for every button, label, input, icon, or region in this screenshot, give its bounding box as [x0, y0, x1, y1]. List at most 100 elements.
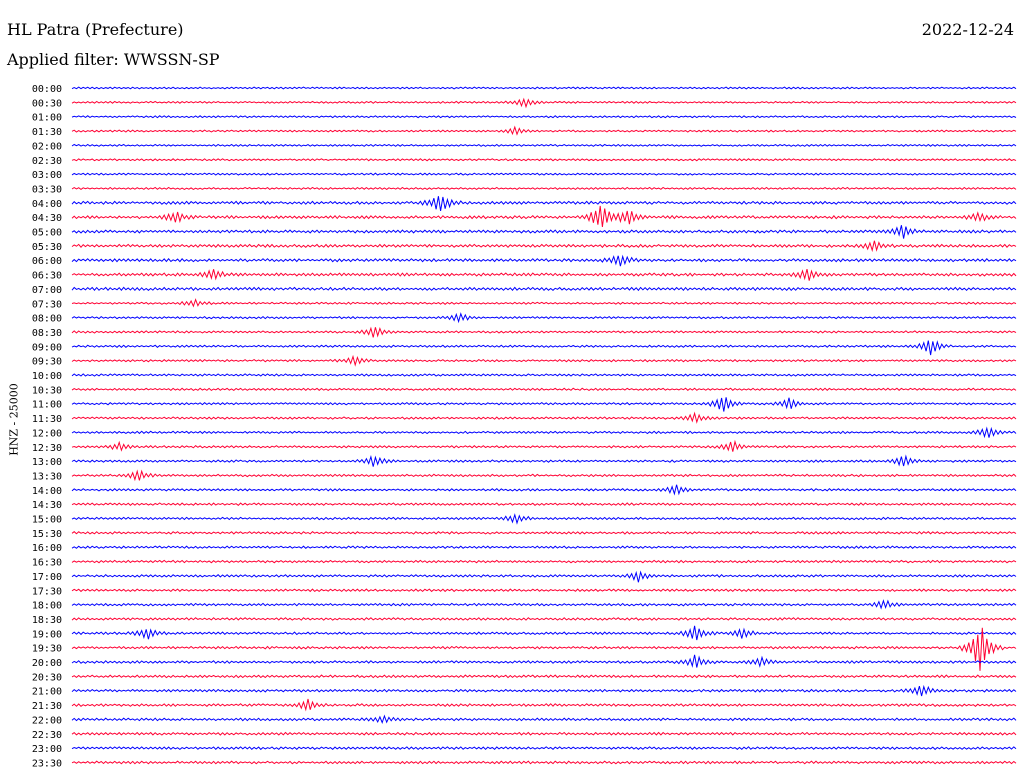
time-label-1300: 13:00 — [32, 457, 62, 468]
trace-0700 — [71, 286, 1017, 292]
trace-2300 — [71, 746, 1017, 751]
time-label-0000: 00:00 — [32, 84, 62, 95]
time-label-2300: 23:00 — [32, 744, 62, 755]
time-label-1500: 15:00 — [32, 515, 62, 526]
time-label-0900: 09:00 — [32, 342, 62, 353]
trace-1800 — [71, 599, 1017, 610]
trace-1930 — [71, 627, 1017, 671]
trace-1430 — [71, 502, 1017, 506]
station-title: HL Patra (Prefecture) — [7, 20, 184, 39]
time-label-0700: 07:00 — [32, 285, 62, 296]
time-label-1230: 12:30 — [32, 443, 62, 454]
trace-2000 — [71, 654, 1017, 668]
trace-1100 — [71, 397, 1017, 412]
trace-0600 — [71, 254, 1017, 267]
time-label-1030: 10:30 — [32, 385, 62, 396]
time-label-1130: 11:30 — [32, 414, 62, 425]
time-label-2130: 21:30 — [32, 701, 62, 712]
date-label: 2022-12-24 — [921, 20, 1014, 39]
time-label-1330: 13:30 — [32, 471, 62, 482]
trace-1300 — [71, 454, 1017, 467]
time-label-0030: 00:30 — [32, 98, 62, 109]
time-label-0830: 08:30 — [32, 328, 62, 339]
trace-1130 — [71, 411, 1017, 424]
time-label-2200: 22:00 — [32, 715, 62, 726]
time-label-0130: 01:30 — [32, 127, 62, 138]
trace-2130 — [71, 698, 1017, 712]
time-label-0530: 05:30 — [32, 242, 62, 253]
time-label-0930: 09:30 — [32, 357, 62, 368]
trace-0330 — [71, 186, 1017, 191]
trace-0100 — [71, 115, 1017, 119]
trace-0000 — [71, 86, 1017, 90]
traces — [71, 86, 1017, 765]
time-label-1630: 16:30 — [32, 558, 62, 569]
time-label-1530: 15:30 — [32, 529, 62, 540]
trace-2030 — [71, 674, 1017, 679]
time-label-0100: 01:00 — [32, 113, 62, 124]
trace-0930 — [71, 354, 1017, 367]
time-label-2000: 20:00 — [32, 658, 62, 669]
time-label-0730: 07:30 — [32, 299, 62, 310]
trace-1230 — [71, 439, 1017, 452]
time-label-0300: 03:00 — [32, 170, 62, 181]
time-label-0430: 04:30 — [32, 213, 62, 224]
trace-1400 — [71, 484, 1017, 496]
time-label-2030: 20:30 — [32, 672, 62, 683]
time-label-1700: 17:00 — [32, 572, 62, 583]
trace-0800 — [71, 312, 1017, 324]
trace-0900 — [71, 340, 1017, 356]
trace-1900 — [71, 625, 1017, 641]
time-label-2230: 22:30 — [32, 730, 62, 741]
trace-1530 — [71, 530, 1017, 535]
trace-2100 — [71, 684, 1017, 697]
time-label-0400: 04:00 — [32, 199, 62, 210]
time-label-0800: 08:00 — [32, 314, 62, 325]
time-label-0600: 06:00 — [32, 256, 62, 267]
time-label-1400: 14:00 — [32, 486, 62, 497]
trace-1830 — [71, 617, 1017, 621]
trace-0030 — [71, 97, 1017, 109]
time-label-0330: 03:30 — [32, 184, 62, 195]
time-label-1730: 17:30 — [32, 586, 62, 597]
trace-1200 — [71, 426, 1017, 439]
trace-0730 — [71, 298, 1017, 308]
filter-label: Applied filter: WWSSN-SP — [7, 50, 220, 69]
time-label-1000: 10:00 — [32, 371, 62, 382]
trace-1600 — [71, 545, 1017, 549]
time-label-1200: 12:00 — [32, 428, 62, 439]
time-label-1600: 16:00 — [32, 543, 62, 554]
trace-1030 — [71, 387, 1017, 392]
trace-1730 — [71, 588, 1017, 593]
time-label-0500: 05:00 — [32, 228, 62, 239]
trace-0830 — [71, 326, 1017, 338]
time-label-1800: 18:00 — [32, 601, 62, 612]
time-labels: 00:00 00:30 01:00 01:30 02:00 02:30 03:00 03:30… — [32, 84, 62, 769]
trace-0200 — [71, 143, 1017, 147]
trace-0300 — [71, 172, 1017, 176]
trace-0500 — [71, 225, 1017, 239]
time-label-1830: 18:30 — [32, 615, 62, 626]
trace-0130 — [71, 125, 1017, 136]
trace-0630 — [71, 268, 1017, 281]
time-label-1430: 14:30 — [32, 500, 62, 511]
time-label-0200: 02:00 — [32, 141, 62, 152]
trace-2230 — [71, 731, 1017, 736]
trace-0430 — [71, 205, 1017, 228]
time-label-2100: 21:00 — [32, 687, 62, 698]
trace-1630 — [71, 559, 1017, 564]
trace-1700 — [71, 570, 1017, 583]
trace-0400 — [71, 196, 1017, 211]
time-label-1900: 19:00 — [32, 629, 62, 640]
time-label-2330: 23:30 — [32, 758, 62, 769]
trace-1330 — [71, 469, 1017, 482]
trace-0530 — [71, 240, 1017, 253]
time-label-1930: 19:30 — [32, 644, 62, 655]
trace-1000 — [71, 373, 1017, 377]
trace-2330 — [71, 760, 1017, 765]
trace-2200 — [71, 714, 1017, 725]
trace-0230 — [71, 158, 1017, 162]
trace-1500 — [71, 513, 1017, 525]
time-label-1100: 11:00 — [32, 400, 62, 411]
